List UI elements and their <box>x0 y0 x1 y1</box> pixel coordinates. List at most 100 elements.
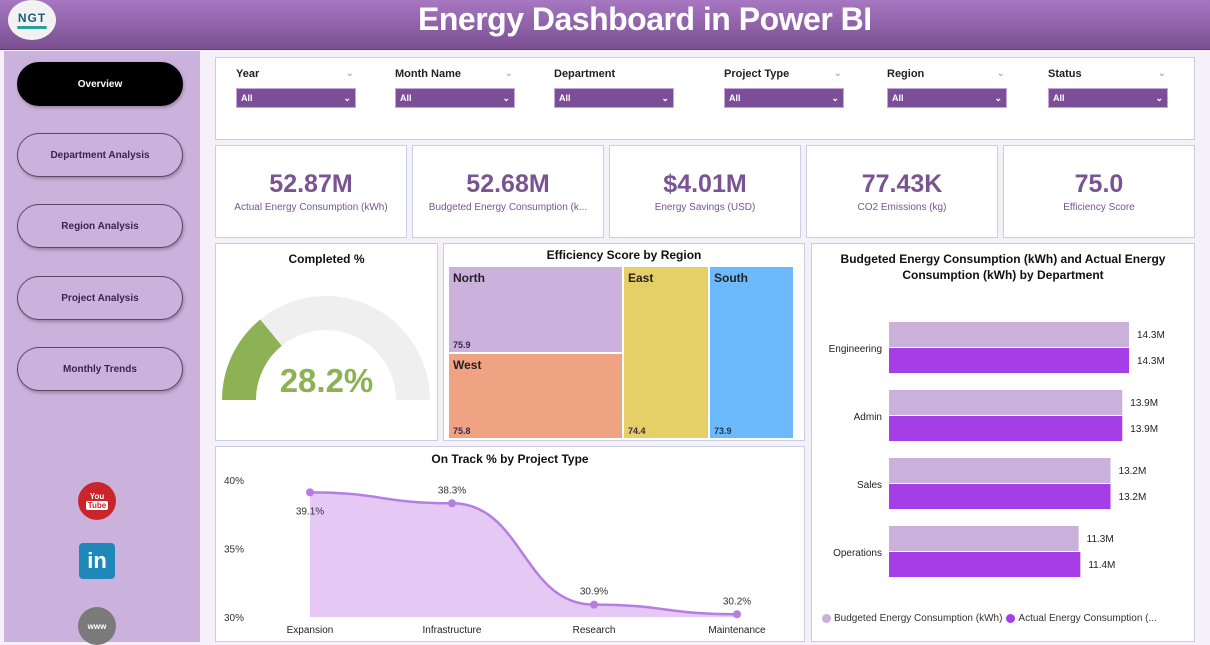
region-slicer: Region ⌄ All ⌄ <box>887 68 1007 108</box>
department-slicer-label: Department <box>554 68 616 80</box>
filters-panel: Year ⌄ All ⌄ Month Name ⌄ All ⌄ Department A… <box>215 57 1195 140</box>
department-dropdown[interactable]: All ⌄ <box>554 88 674 108</box>
y-tick-label: 35% <box>224 545 244 556</box>
treemap-tile-east[interactable]: East 74.4 <box>624 267 708 438</box>
chevron-down-icon: ⌄ <box>343 92 351 103</box>
kpi-card-budgeted-energy: 52.68M Budgeted Energy Consumption (k... <box>412 145 604 238</box>
nav-overview-button[interactable]: Overview <box>17 62 183 106</box>
website-globe-icon[interactable]: www <box>78 607 116 645</box>
region-slicer-label: Region <box>887 68 925 80</box>
data-point[interactable] <box>733 610 741 619</box>
chevron-down-icon: ⌄ <box>994 92 1002 103</box>
tile-value: 74.4 <box>628 426 646 436</box>
category-label: Sales <box>857 480 882 491</box>
month-name-slicer-label: Month Name <box>395 68 461 80</box>
kpi-value: $4.01M <box>663 170 747 198</box>
chevron-down-icon: ⌄ <box>831 92 839 103</box>
page-title: Energy Dashboard in Power BI <box>418 1 872 37</box>
status-slicer: Status ⌄ All ⌄ <box>1048 68 1168 108</box>
bar-budgeted[interactable] <box>889 390 1123 415</box>
x-tick-label: Research <box>573 625 616 636</box>
chevron-down-icon[interactable]: ⌄ <box>833 68 842 79</box>
bar-actual[interactable] <box>889 416 1123 441</box>
bar-budgeted[interactable] <box>889 322 1129 347</box>
treemap-tile-west[interactable]: West 75.8 <box>449 354 622 438</box>
website-text: www <box>87 621 107 631</box>
header-bar: NGT Energy Dashboard in Power BI <box>0 0 1210 50</box>
tile-name: South <box>714 271 748 285</box>
gauge-title: Completed % <box>288 252 365 266</box>
project-type-dropdown-value: All <box>729 93 741 103</box>
gauge-track <box>222 296 430 400</box>
tile-name: West <box>453 358 482 372</box>
bar-chart-title: Budgeted Energy Consumption (kWh) and Ac… <box>812 251 1194 283</box>
nav-department-analysis-button[interactable]: Department Analysis <box>17 133 183 177</box>
kpi-card-energy-savings: $4.01M Energy Savings (USD) <box>609 145 801 238</box>
series-line <box>309 491 738 616</box>
chevron-down-icon[interactable]: ⌄ <box>1157 68 1166 79</box>
status-dropdown-value: All <box>1053 93 1065 103</box>
chevron-down-icon[interactable]: ⌄ <box>504 68 513 79</box>
bar-chart-title-line2: Consumption (kWh) by Department <box>902 268 1104 282</box>
data-point[interactable] <box>306 488 314 497</box>
nav-project-analysis-button[interactable]: Project Analysis <box>17 276 183 320</box>
gauge-chart <box>222 296 430 400</box>
tile-value: 75.9 <box>453 340 471 350</box>
bar-actual[interactable] <box>889 552 1081 577</box>
bar-budgeted[interactable] <box>889 458 1111 483</box>
company-logo: NGT <box>8 0 56 40</box>
tile-name: East <box>628 271 654 285</box>
sidebar: Overview Department Analysis Region Anal… <box>4 51 200 645</box>
chevron-down-icon[interactable]: ⌄ <box>996 68 1005 79</box>
legend-dot-budgeted <box>822 614 831 623</box>
department-bar-chart-panel: Budgeted Energy Consumption (kWh) and Ac… <box>811 243 1195 642</box>
treemap-title: Efficiency Score by Region <box>546 248 702 262</box>
chevron-down-icon[interactable]: ⌄ <box>345 68 354 79</box>
kpi-label: Actual Energy Consumption (kWh) <box>234 202 388 213</box>
chevron-down-icon: ⌄ <box>661 92 669 103</box>
kpi-label: CO2 Emissions (kg) <box>857 202 947 213</box>
tile-value: 73.9 <box>714 426 732 436</box>
data-label: 30.2% <box>723 596 751 607</box>
kpi-card-efficiency-score: 75.0 Efficiency Score <box>1003 145 1195 238</box>
y-tick-label: 30% <box>224 613 244 624</box>
nav-monthly-trends-button[interactable]: Monthly Trends <box>17 347 183 391</box>
data-point[interactable] <box>590 600 598 609</box>
bar-data-label: 11.3M <box>1087 534 1114 545</box>
department-slicer: Department All ⌄ <box>554 68 674 108</box>
linkedin-icon[interactable]: in <box>79 543 115 579</box>
area-fill <box>310 492 737 617</box>
bar-data-label: 13.2M <box>1119 466 1147 477</box>
youtube-icon[interactable]: You Tube <box>78 482 116 520</box>
treemap-tile-south[interactable]: South 73.9 <box>710 267 793 438</box>
x-tick-label: Expansion <box>287 625 334 636</box>
data-point[interactable] <box>448 499 456 508</box>
tile-value: 75.8 <box>453 426 471 436</box>
bar-chart-title-line1: Budgeted Energy Consumption (kWh) and Ac… <box>840 252 1166 266</box>
y-tick-label: 40% <box>224 476 244 487</box>
youtube-text-bottom: Tube <box>85 501 109 510</box>
chevron-down-icon: ⌄ <box>1155 92 1163 103</box>
completed-gauge-panel: Completed % 28.2% <box>215 243 438 441</box>
kpi-card-actual-energy: 52.87M Actual Energy Consumption (kWh) <box>215 145 407 238</box>
bar-actual[interactable] <box>889 484 1111 509</box>
region-dropdown[interactable]: All ⌄ <box>887 88 1007 108</box>
month-name-dropdown[interactable]: All ⌄ <box>395 88 515 108</box>
treemap-tile-north[interactable]: North 75.9 <box>449 267 622 352</box>
bar-actual[interactable] <box>889 348 1129 373</box>
project-type-slicer: Project Type ⌄ All ⌄ <box>724 68 844 108</box>
nav-region-analysis-button[interactable]: Region Analysis <box>17 204 183 248</box>
gauge-value-label: 28.2% <box>279 362 374 399</box>
chevron-down-icon: ⌄ <box>502 92 510 103</box>
status-dropdown[interactable]: All ⌄ <box>1048 88 1168 108</box>
bar-data-label: 14.3M <box>1137 330 1165 341</box>
legend-label-actual[interactable]: Actual Energy Consumption (... <box>1018 613 1157 624</box>
legend-label-budgeted[interactable]: Budgeted Energy Consumption (kWh) <box>834 613 1003 624</box>
year-dropdown[interactable]: All ⌄ <box>236 88 356 108</box>
project-type-dropdown[interactable]: All ⌄ <box>724 88 844 108</box>
project-type-slicer-label: Project Type <box>724 68 790 80</box>
kpi-value: 52.68M <box>466 170 550 198</box>
bar-budgeted[interactable] <box>889 526 1079 551</box>
bar-chart: Engineering 14.3M 14.3M Admin 13.9M 13.9M Sale… <box>829 322 1165 577</box>
category-label: Admin <box>854 412 882 423</box>
